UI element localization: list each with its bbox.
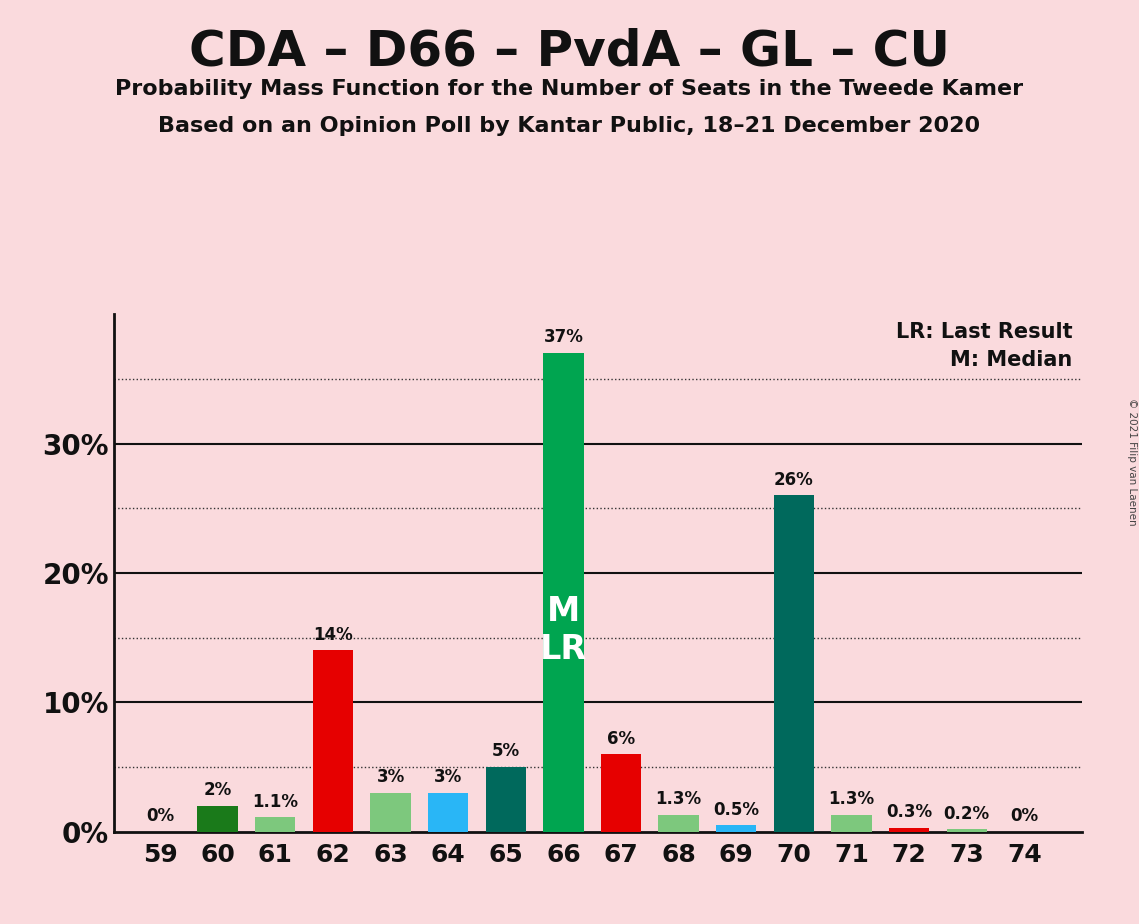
Bar xyxy=(428,793,468,832)
Bar xyxy=(313,650,353,832)
Text: 3%: 3% xyxy=(376,769,404,786)
Text: 0%: 0% xyxy=(146,808,174,825)
Text: 14%: 14% xyxy=(313,626,353,644)
Bar xyxy=(890,828,929,832)
Bar xyxy=(831,815,871,832)
Text: 0.5%: 0.5% xyxy=(713,801,760,819)
Text: LR: Last Result: LR: Last Result xyxy=(895,322,1073,342)
Bar xyxy=(601,754,641,832)
Text: 2%: 2% xyxy=(204,782,231,799)
Text: 5%: 5% xyxy=(492,743,519,760)
Bar xyxy=(370,793,411,832)
Bar xyxy=(543,353,583,832)
Text: Probability Mass Function for the Number of Seats in the Tweede Kamer: Probability Mass Function for the Number… xyxy=(115,79,1024,99)
Text: 0.2%: 0.2% xyxy=(944,805,990,822)
Text: 1.1%: 1.1% xyxy=(252,793,298,811)
Text: 1.3%: 1.3% xyxy=(656,790,702,808)
Text: 26%: 26% xyxy=(775,471,813,489)
Bar xyxy=(255,818,295,832)
Bar xyxy=(197,806,238,832)
Text: M
LR: M LR xyxy=(540,595,587,666)
Text: 37%: 37% xyxy=(543,329,583,346)
Text: © 2021 Filip van Laenen: © 2021 Filip van Laenen xyxy=(1126,398,1137,526)
Bar xyxy=(485,767,526,832)
Text: 0.3%: 0.3% xyxy=(886,803,932,821)
Text: 0%: 0% xyxy=(1010,808,1039,825)
Text: 6%: 6% xyxy=(607,730,636,748)
Text: Based on an Opinion Poll by Kantar Public, 18–21 December 2020: Based on an Opinion Poll by Kantar Publi… xyxy=(158,116,981,136)
Text: 1.3%: 1.3% xyxy=(828,790,875,808)
Bar xyxy=(947,829,988,832)
Bar xyxy=(773,495,814,832)
Text: M: Median: M: Median xyxy=(950,350,1073,371)
Text: CDA – D66 – PvdA – GL – CU: CDA – D66 – PvdA – GL – CU xyxy=(189,28,950,76)
Text: 3%: 3% xyxy=(434,769,462,786)
Bar xyxy=(716,825,756,832)
Bar xyxy=(658,815,699,832)
